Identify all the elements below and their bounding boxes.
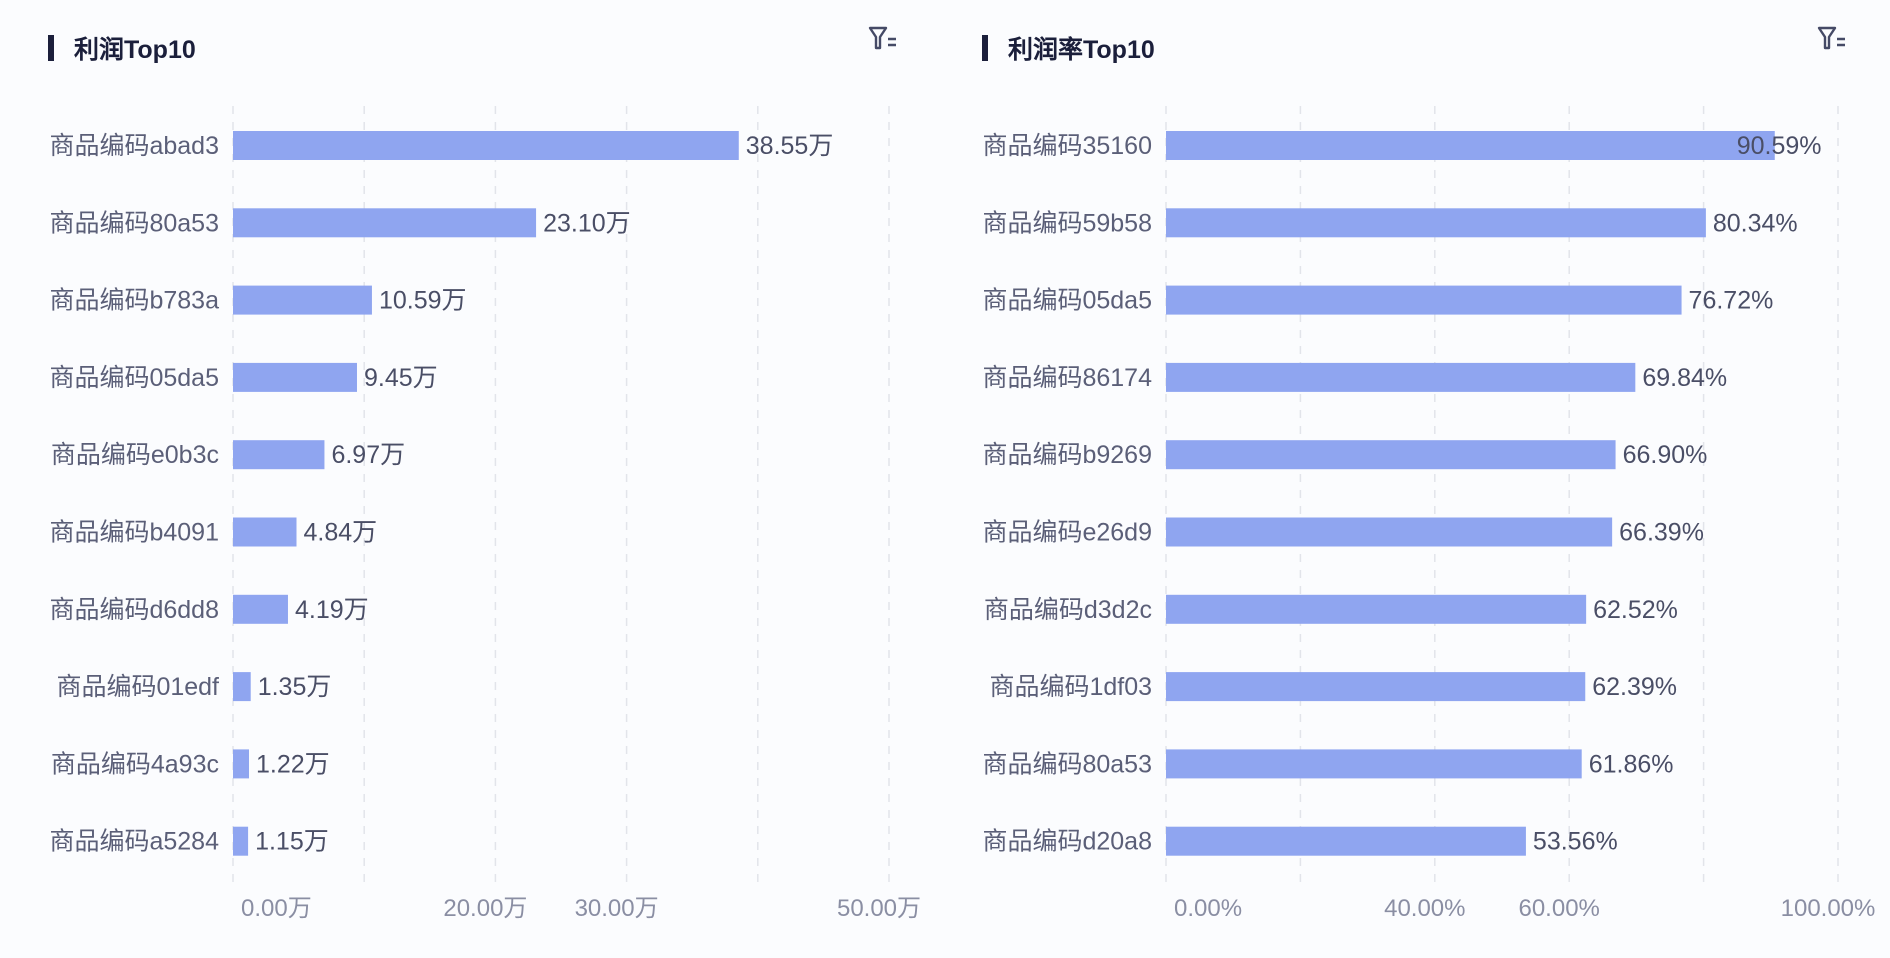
data-label: 69.84% [1642, 364, 1727, 392]
category-label: 商品编码59b58 [982, 209, 1152, 237]
category-label: 商品编码e26d9 [982, 519, 1152, 547]
bar [1166, 362, 1636, 392]
x-tick-label: 20.00万 [443, 895, 527, 922]
category-label: 商品编码86174 [982, 364, 1152, 392]
data-label: 4.19万 [295, 596, 369, 624]
category-label: 商品编码a5284 [49, 828, 219, 856]
category-label: 商品编码35160 [982, 132, 1152, 160]
profit-rate-top10-panel: 利润率Top10 0.00% 40.00% 60.00% 100.00% 商品编码351… [945, 0, 1890, 958]
category-label: 商品编码b4091 [49, 519, 219, 547]
bar [233, 285, 372, 315]
bar [233, 362, 357, 392]
chart-title: 利润率Top10 [982, 30, 1155, 66]
data-label: 1.15万 [255, 828, 329, 856]
profit-rate-bar-chart: 0.00% 40.00% 60.00% 100.00% 商品编码35160 90.59% 商… [982, 106, 1876, 922]
bar [1166, 285, 1682, 315]
bar [1166, 131, 1775, 160]
data-label: 1.22万 [256, 750, 330, 778]
data-label: 53.56% [1533, 828, 1618, 856]
data-label: 4.84万 [304, 519, 378, 547]
x-tick-label: 40.00% [1384, 895, 1465, 922]
category-label: 商品编码05da5 [49, 364, 219, 392]
bar [1166, 440, 1616, 470]
x-tick-label: 30.00万 [575, 895, 659, 922]
data-label: 38.55万 [746, 132, 834, 160]
category-label: 商品编码05da5 [982, 287, 1152, 315]
data-label: 90.59% [1737, 132, 1822, 160]
x-tick-label: 50.00万 [837, 895, 921, 922]
title-accent-bar [48, 35, 54, 61]
bar [1166, 517, 1613, 547]
x-tick-label: 60.00% [1518, 895, 1599, 922]
bar [1166, 672, 1586, 702]
title-accent-bar [982, 35, 988, 61]
category-label: 商品编码b9269 [982, 441, 1152, 469]
bar [233, 749, 250, 779]
bar [233, 517, 297, 547]
x-tick-label: 0.00% [1174, 895, 1242, 922]
data-label: 1.35万 [258, 673, 332, 701]
bar [1166, 826, 1526, 856]
data-label: 66.39% [1619, 519, 1704, 547]
bar [1166, 594, 1587, 624]
category-label: 商品编码b783a [49, 287, 219, 315]
filter-icon[interactable] [1815, 22, 1849, 56]
category-label: 商品编码d20a8 [982, 828, 1152, 856]
data-label: 6.97万 [331, 441, 405, 469]
category-label: 商品编码abad3 [49, 132, 219, 160]
bar [233, 826, 249, 856]
bar [233, 131, 739, 160]
data-label: 80.34% [1713, 209, 1798, 237]
category-label: 商品编码80a53 [982, 750, 1152, 778]
chart-title: 利润Top10 [48, 30, 196, 66]
data-label: 10.59万 [379, 287, 467, 315]
category-label: 商品编码e0b3c [51, 441, 219, 469]
data-label: 66.90% [1623, 441, 1708, 469]
bar [233, 594, 288, 624]
data-label: 62.52% [1593, 596, 1678, 624]
x-tick-label: 0.00万 [241, 895, 312, 922]
data-label: 61.86% [1589, 750, 1674, 778]
data-label: 9.45万 [364, 364, 438, 392]
category-label: 商品编码4a93c [51, 750, 219, 778]
profit-top10-panel: 利润Top10 0.00万 20.00万 30.00万 50.00万 商品编码abad3… [48, 22, 921, 922]
data-label: 62.39% [1592, 673, 1677, 701]
category-label: 商品编码1df03 [989, 673, 1152, 701]
bar [233, 672, 251, 702]
data-label: 76.72% [1689, 287, 1774, 315]
bar [233, 208, 537, 238]
category-label: 商品编码d6dd8 [49, 596, 219, 624]
category-label: 商品编码01edf [56, 673, 219, 701]
data-label: 23.10万 [543, 209, 631, 237]
bar [233, 440, 325, 470]
x-tick-label: 100.00% [1781, 895, 1876, 922]
chart-title-text: 利润Top10 [74, 36, 196, 64]
profit-bar-chart: 0.00万 20.00万 30.00万 50.00万 商品编码abad3 38.55万商品… [49, 106, 921, 922]
bar [1166, 208, 1706, 238]
filter-icon[interactable] [866, 22, 900, 56]
category-label: 商品编码80a53 [49, 209, 219, 237]
bar [1166, 749, 1582, 779]
category-label: 商品编码d3d2c [984, 596, 1152, 624]
chart-title-text: 利润率Top10 [1008, 36, 1155, 64]
